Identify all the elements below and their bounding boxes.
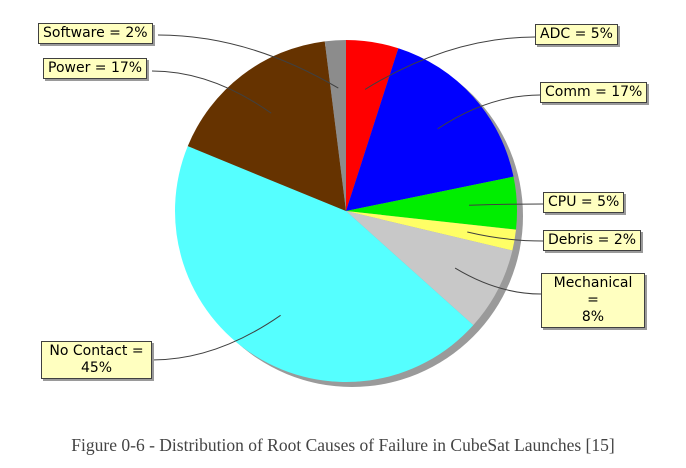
callout-cpu: CPU = 5% bbox=[543, 192, 625, 213]
callout-no-contact: No Contact = 45% bbox=[41, 341, 152, 379]
callout-no-contact-line2: 45% bbox=[80, 360, 113, 376]
pie-slice-comm bbox=[346, 48, 514, 212]
callout-software-text: Software = 2% bbox=[43, 25, 148, 41]
callout-debris: Debris = 2% bbox=[543, 230, 642, 251]
callout-no-contact-line1: No Contact = bbox=[49, 343, 144, 359]
callout-comm-text: Comm = 17% bbox=[545, 84, 643, 100]
pie-slice-mechanical-leader-line bbox=[454, 267, 542, 295]
pie-slice-software-leader-line bbox=[157, 34, 339, 89]
callout-power: Power = 17% bbox=[43, 58, 148, 79]
pie-slice-power bbox=[187, 41, 346, 211]
pie-slice-debris bbox=[346, 211, 516, 251]
callout-power-text: Power = 17% bbox=[48, 60, 143, 76]
callout-cpu-text: CPU = 5% bbox=[548, 194, 620, 210]
pie-slice-power-leader-line bbox=[151, 70, 272, 114]
callout-debris-text: Debris = 2% bbox=[548, 232, 637, 248]
pie-slice-mechanical bbox=[346, 211, 513, 326]
pie-slice-cpu-leader-line bbox=[468, 203, 544, 206]
callout-mechanical: Mechanical = 8% bbox=[541, 273, 645, 328]
pie-slice-debris-leader-line bbox=[467, 231, 544, 242]
pie-slice-no-leader-line bbox=[151, 314, 281, 361]
pie-slice-adc-leader-line bbox=[364, 36, 536, 90]
callout-adc-text: ADC = 5% bbox=[540, 26, 613, 42]
callout-mechanical-line1: Mechanical = bbox=[553, 275, 633, 308]
figure-caption: Figure 0-6 - Distribution of Root Causes… bbox=[71, 435, 615, 455]
pie-slice-cpu bbox=[346, 176, 518, 230]
pie-slice-comm-leader-line bbox=[437, 94, 541, 130]
callout-comm: Comm = 17% bbox=[540, 82, 648, 103]
callout-adc: ADC = 5% bbox=[535, 24, 618, 45]
pie-slice-adc bbox=[346, 40, 399, 211]
pie-slice-no bbox=[174, 146, 474, 382]
callout-software: Software = 2% bbox=[38, 23, 153, 44]
callout-mechanical-line2: 8% bbox=[581, 309, 605, 325]
pie-slice-software bbox=[324, 40, 346, 211]
